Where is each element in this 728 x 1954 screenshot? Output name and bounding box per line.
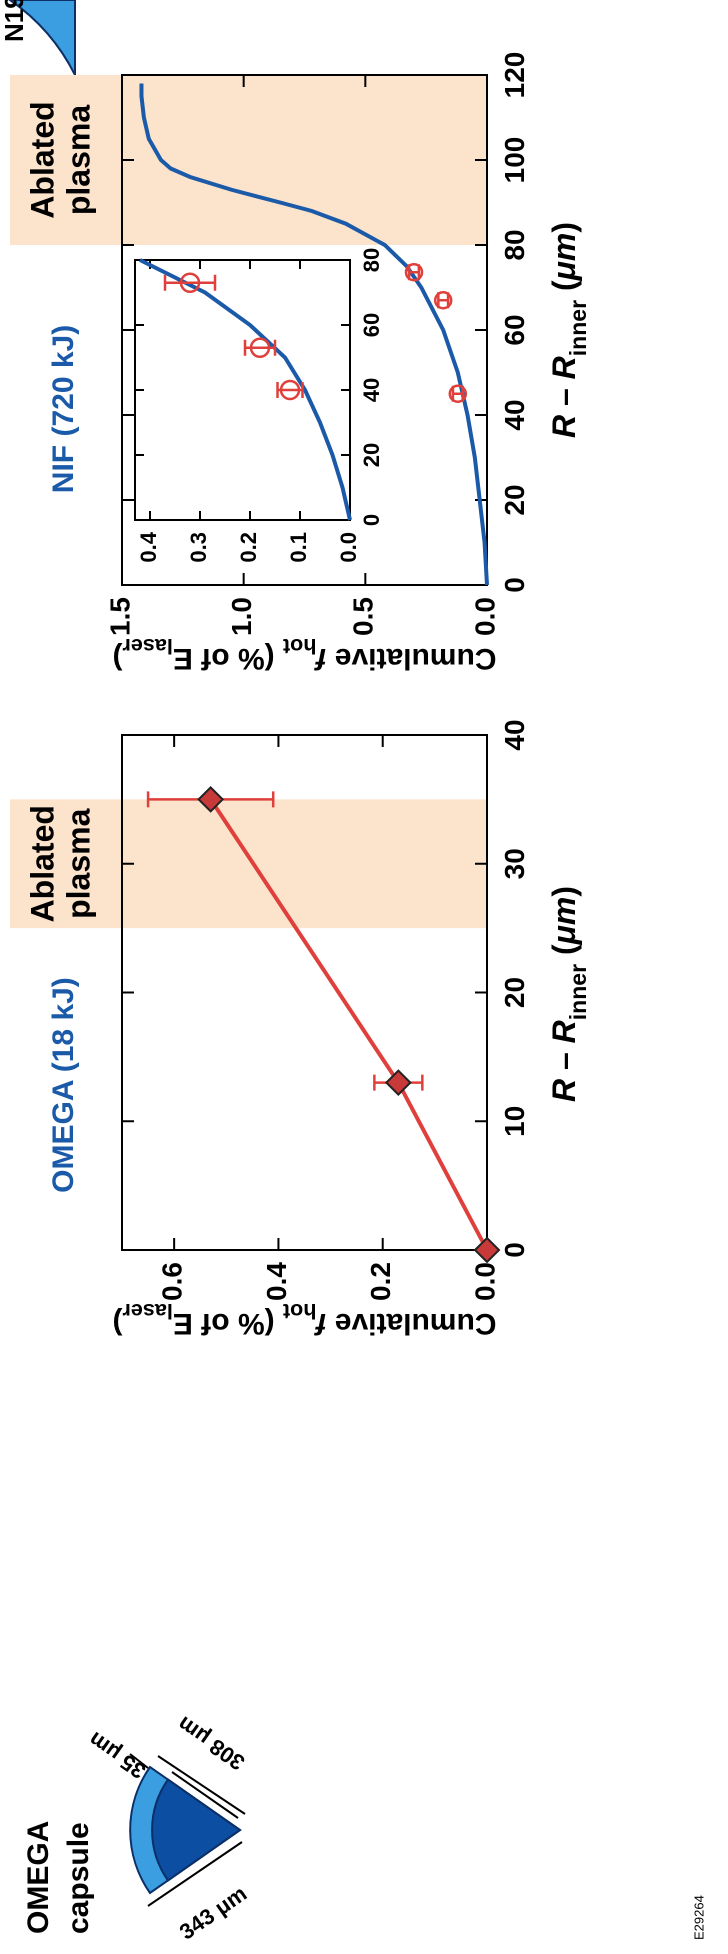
label-part: Cumulative [326,642,496,675]
region-band [10,75,487,245]
region-band [10,799,487,929]
y-tick-label: 0.2 [236,532,261,563]
data-point [404,262,424,282]
label-part: ) [546,222,582,233]
label-part: (% of E [173,1307,283,1340]
x-tick-label: 0 [359,514,384,526]
x-tick-label: 60 [359,313,384,337]
corner-label: N19 [0,0,29,42]
capsule-dimension: 35 μm [84,1727,150,1784]
x-axis-label: R – Rinner (μm) [546,886,591,1102]
data-point [473,1236,501,1264]
model-curve [139,83,489,586]
x-tick-label: 30 [499,848,530,879]
region-label: plasma [60,808,96,918]
y-axis-label: Cumulative fhot (% of Elaser) [112,634,496,675]
x-tick-label: 100 [499,137,530,184]
label-part: ) [546,886,582,897]
label-part: R [546,356,582,379]
y-tick-label: 0.2 [365,1262,396,1301]
x-tick-label: 20 [359,443,384,467]
data-point [279,379,301,401]
data-point [448,384,468,403]
y-tick-label: 1.5 [104,597,135,636]
data-point [179,272,201,293]
y-tick-label: 0.0 [336,532,361,563]
x-tick-label: 20 [499,977,530,1008]
data-point [433,291,453,310]
label-part: laser [122,634,173,659]
arrow [129,1753,149,1769]
arrow [171,1771,239,1819]
y-tick-label: 0.6 [157,1262,188,1301]
label-part: R [546,1079,582,1102]
region-label: plasma [60,105,96,215]
label-part: – [546,379,582,415]
x-tick-label: 60 [499,314,530,345]
model-curve [139,258,352,521]
label-part: – [546,1043,582,1079]
rotated-figure: OMEGA capsule 35 μm 308 μm 343 μm E29264 N19 Ab… [0,0,706,1945]
region-label: Ablated [24,101,60,218]
label-part: inner [565,964,591,1020]
label-part: f [313,1307,326,1340]
y-tick-label: 0.0 [469,1262,500,1301]
x-tick-label: 80 [359,248,384,272]
y-tick-label: 0.1 [286,532,311,563]
y-tick-label: 0.0 [469,597,500,636]
x-tick-label: 40 [359,378,384,402]
x-tick-label: 80 [499,229,530,260]
label-part: R [546,415,582,438]
figure-id: E29264 [691,1895,706,1940]
x-tick-label: 40 [499,399,530,430]
y-tick-label: 1.0 [226,597,257,636]
data-point [384,1069,412,1097]
label-part: Cumulative [326,1307,496,1340]
capsule-dimension: 343 μm [175,1881,251,1945]
label-part: ) [112,642,122,675]
chart-title: OMEGA (18 kJ) [47,977,80,1193]
x-tick-label: 0 [499,577,530,593]
label-part: (% of E [173,642,283,675]
label-part: f [313,642,326,675]
label-part: μm [546,897,582,946]
capsule-inner [151,1778,242,1882]
arrow [147,1841,243,1907]
y-tick-label: 0.3 [186,532,211,563]
y-tick-label: 0.4 [136,531,161,562]
x-tick-label: 40 [499,719,530,750]
data-point [249,337,271,358]
corner-shape [6,0,76,76]
y-tick-label: 0.4 [261,1262,292,1301]
arrow [157,1755,246,1815]
data-point [197,785,225,813]
error-bar [437,292,450,309]
label-part: hot [283,1299,317,1324]
x-axis-label: R – Rinner (μm) [546,222,591,438]
label-part: ) [112,1307,122,1340]
label-part: inner [565,300,591,356]
capsule-title: OMEGA [22,1821,55,1934]
x-tick-label: 120 [499,52,530,99]
error-bar [163,274,217,291]
y-axis-label: Cumulative fhot (% of Elaser) [112,1299,496,1340]
region-label: Ablated [24,805,60,922]
y-tick-label: 0.5 [348,597,379,636]
x-tick-label: 20 [499,484,530,515]
label-part: laser [122,1299,173,1324]
label-part: R [546,1020,582,1043]
label-part: μm [546,233,582,282]
x-tick-label: 0 [499,1242,530,1258]
capsule-title: capsule [62,1822,95,1934]
label-part: ( [546,944,582,964]
label-part: hot [283,634,317,659]
chart-title: NIF (720 kJ) [47,325,80,493]
x-tick-label: 10 [499,1106,530,1137]
capsule-dimension: 308 μm [173,1711,249,1775]
plot-frame [134,259,351,521]
label-part: ( [546,280,582,300]
